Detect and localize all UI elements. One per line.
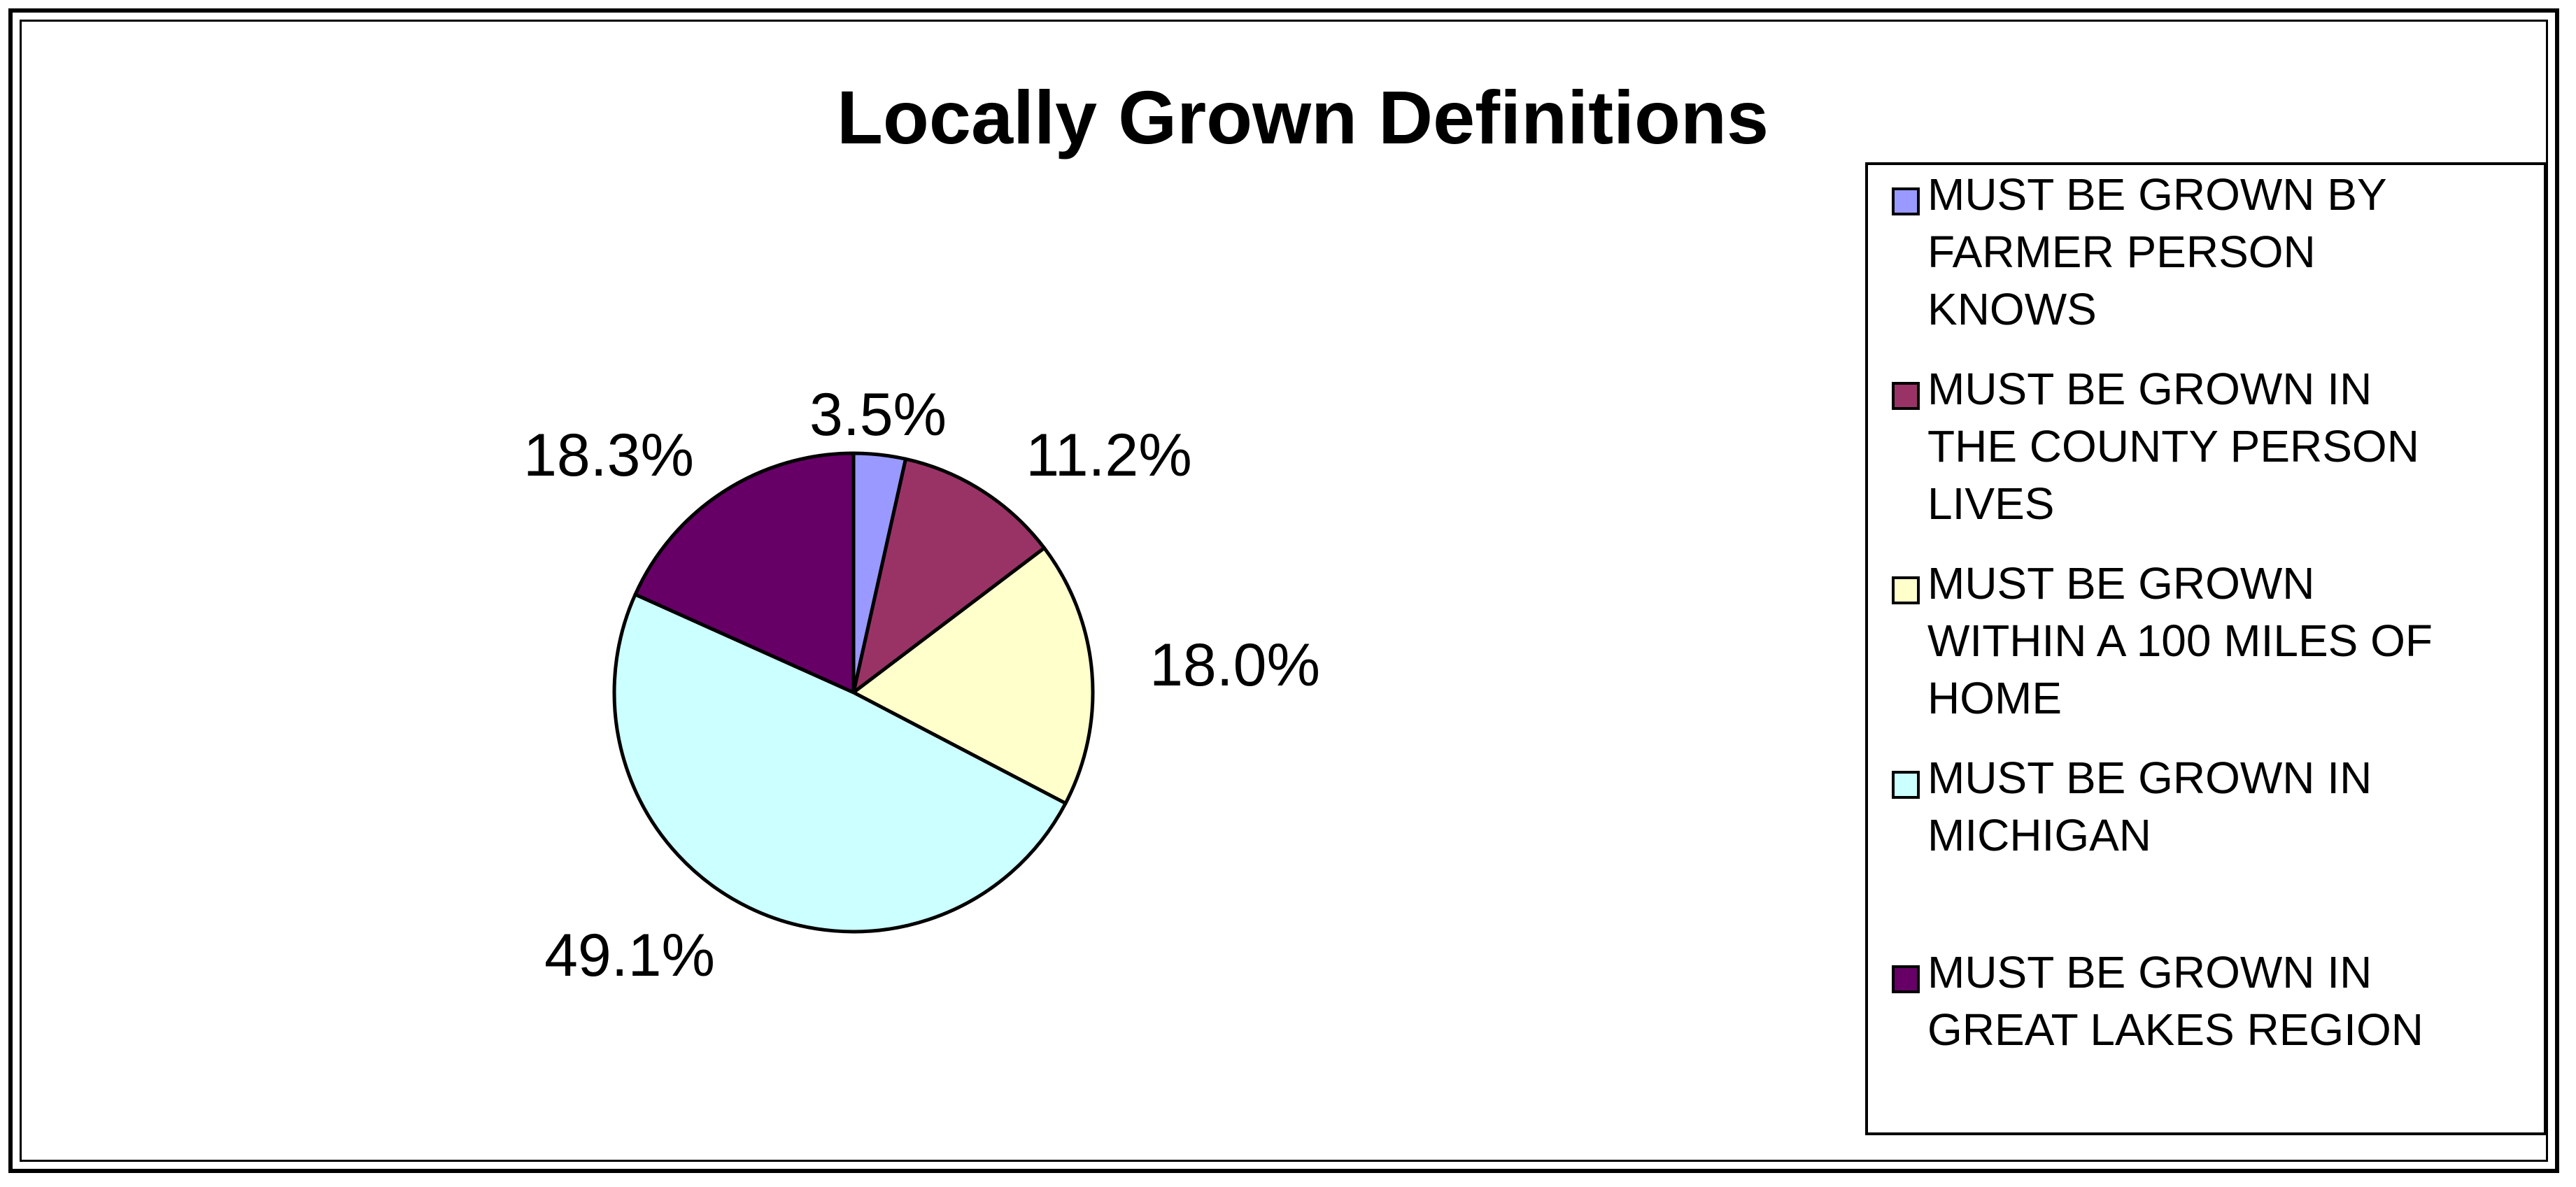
- data-label-5: 18.3%: [523, 422, 694, 489]
- legend-swatch-3: [1892, 576, 1920, 604]
- legend-swatch-5: [1892, 965, 1920, 993]
- data-label-4: 49.1%: [544, 922, 715, 989]
- pie-slice-5: [633, 451, 856, 695]
- legend-swatch-1: [1892, 187, 1920, 215]
- legend-label-1-line-3: KNOWS: [1927, 284, 2097, 334]
- legend-label-2-line-2: THE COUNTY PERSON: [1927, 421, 2419, 471]
- legend-label-3-line-2: WITHIN A 100 MILES OF: [1927, 616, 2433, 666]
- legend-item-2: MUST BE GROWN IN THE COUNTY PERSON LIVES: [1892, 364, 2419, 529]
- legend-label-3-line-1: MUST BE GROWN: [1927, 558, 2315, 609]
- legend-label-5-line-2: GREAT LAKES REGION: [1927, 1004, 2423, 1055]
- pie-data-labels: 3.5% 11.2% 18.0% 49.1% 18.3%: [523, 381, 1320, 989]
- legend-box: [1865, 162, 2547, 1135]
- legend-label-4-line-1: MUST BE GROWN IN: [1927, 753, 2372, 803]
- pie-slice-3: [851, 546, 1095, 805]
- legend-swatch-4: [1892, 771, 1920, 799]
- legend-label-5-line-1: MUST BE GROWN IN: [1927, 947, 2372, 997]
- pie-slice-2: [851, 457, 1047, 695]
- legend-label-2-line-1: MUST BE GROWN IN: [1927, 364, 2372, 414]
- legend-label-1-line-1: MUST BE GROWN BY: [1927, 169, 2387, 220]
- legend-item-1: MUST BE GROWN BY FARMER PERSON KNOWS: [1892, 169, 2387, 334]
- pie-slice-4: [612, 592, 1068, 934]
- legend-swatch-2: [1892, 382, 1920, 410]
- legend-item-3: MUST BE GROWN WITHIN A 100 MILES OF HOME: [1892, 558, 2433, 723]
- data-label-3: 18.0%: [1149, 632, 1320, 699]
- data-label-1: 3.5%: [809, 381, 947, 448]
- legend-item-4: MUST BE GROWN IN MICHIGAN: [1892, 753, 2372, 860]
- pie-slices: [612, 451, 1095, 934]
- legend-label-1-line-2: FARMER PERSON: [1927, 227, 2316, 277]
- legend-label-3-line-3: HOME: [1927, 673, 2062, 723]
- data-label-2: 11.2%: [1026, 422, 1191, 489]
- legend-label-2-line-3: LIVES: [1927, 478, 2054, 529]
- legend-label-4-line-2: MICHIGAN: [1927, 810, 2151, 860]
- chart-title: Locally Grown Definitions: [837, 75, 1769, 159]
- legend-item-5: MUST BE GROWN IN GREAT LAKES REGION: [1892, 947, 2423, 1055]
